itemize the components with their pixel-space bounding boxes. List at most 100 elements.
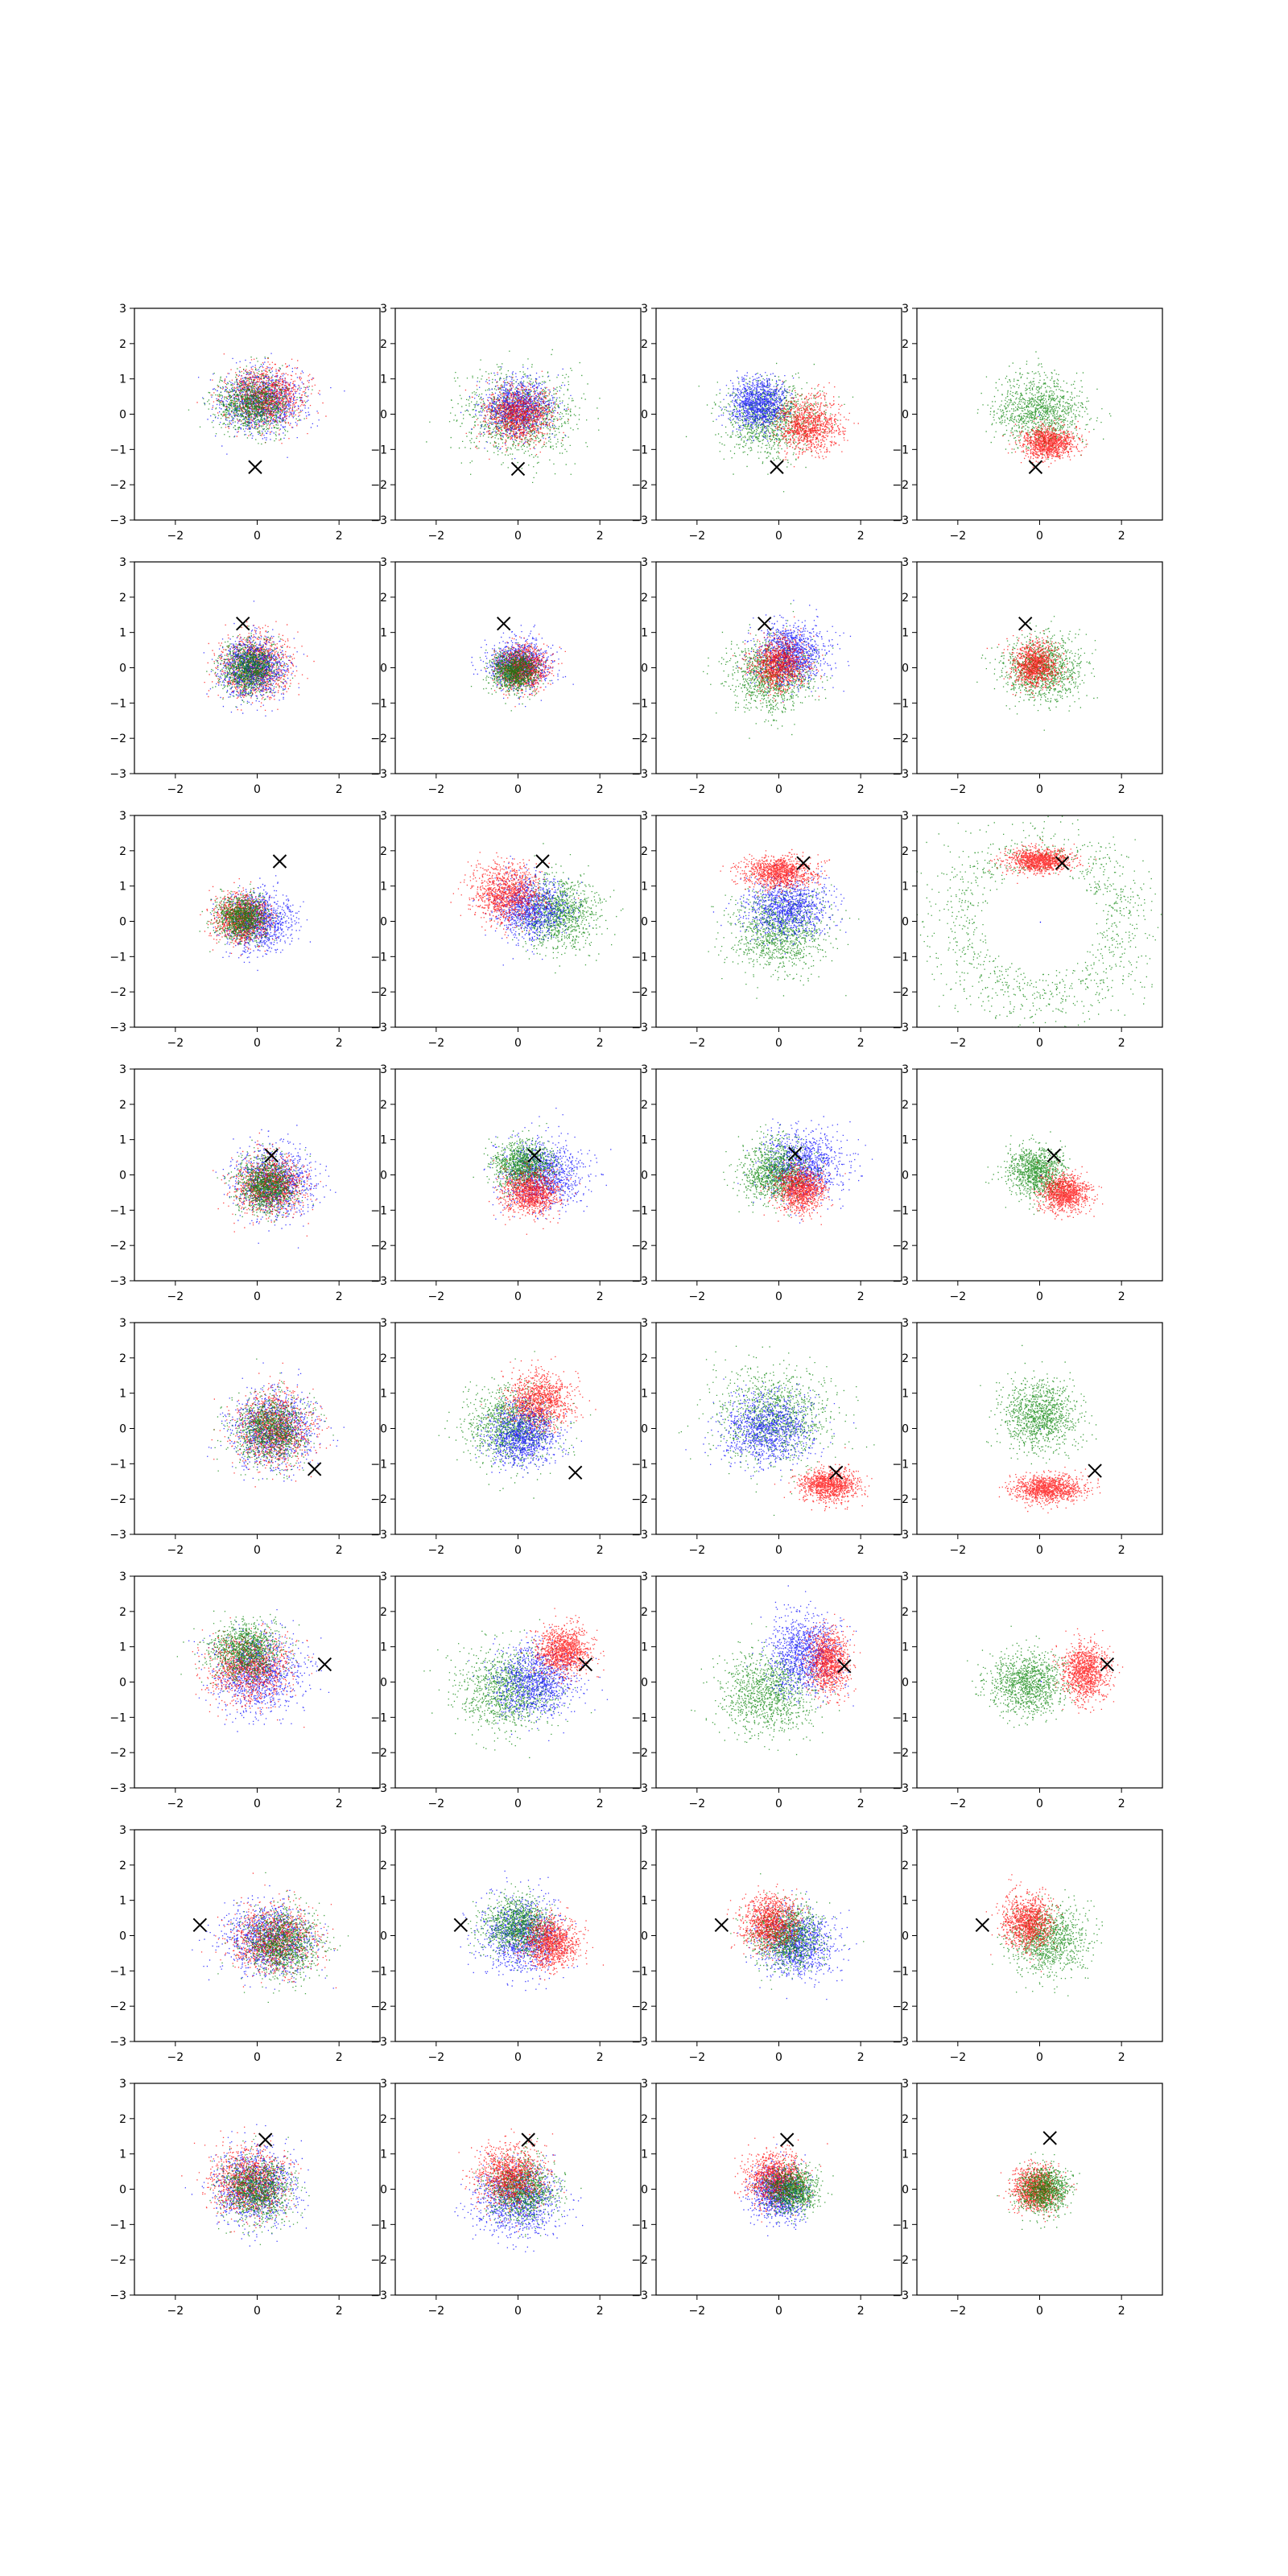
x-tick-label: 0 xyxy=(775,2305,782,2318)
point-series-blue xyxy=(737,1890,857,2000)
y-tick-label: 0 xyxy=(641,2184,648,2197)
x-tick-label: 2 xyxy=(857,2305,865,2318)
x-marker xyxy=(1100,1657,1115,1672)
y-tick-label: 1 xyxy=(380,1388,387,1401)
y-tick-label: −1 xyxy=(631,1711,648,1724)
point-series-green xyxy=(438,1351,592,1499)
point-series-blue xyxy=(454,2151,584,2252)
y-tick-label: −2 xyxy=(370,1240,387,1253)
x-tick-label: 0 xyxy=(514,1037,522,1050)
axes-frame xyxy=(655,1068,902,1282)
y-tick-label: −1 xyxy=(631,1204,648,1217)
scatter-points xyxy=(470,625,574,712)
y-tick-label: 0 xyxy=(641,663,648,675)
scatter-panel-r5-c0: −2 0 2 −3 −2 −1 0 1 2 3 xyxy=(109,1571,381,1810)
scatter-panel-r7-c1: −2 0 2 −3 −2 −1 0 1 2 3 xyxy=(370,2078,642,2318)
point-series-red xyxy=(192,1617,313,1728)
y-tick-label: 3 xyxy=(641,556,648,569)
point-series-red xyxy=(1002,417,1090,468)
y-tick-label: −1 xyxy=(370,444,387,456)
y-tick-label: 1 xyxy=(641,1134,648,1147)
point-series-blue xyxy=(473,856,591,966)
scatter-points xyxy=(726,1873,865,2000)
y-tick-label: 1 xyxy=(119,2149,126,2161)
scatter-points xyxy=(967,1625,1124,1728)
point-series-red xyxy=(998,1467,1101,1513)
y-tick-label: 1 xyxy=(641,627,648,640)
y-tick-label: 2 xyxy=(380,592,387,605)
y-tick-label: −1 xyxy=(109,1458,126,1471)
x-marker xyxy=(521,2132,535,2147)
point-series-green xyxy=(967,1625,1090,1728)
y-tick-label: −1 xyxy=(370,1965,387,1978)
scatter-points xyxy=(708,848,860,999)
x-tick-label: −2 xyxy=(950,783,967,796)
point-series-blue xyxy=(210,875,312,972)
y-tick-label: 0 xyxy=(380,1170,387,1183)
x-tick-label: −2 xyxy=(689,783,706,796)
scatter-points xyxy=(723,1116,873,1225)
x-tick-label: 2 xyxy=(1118,783,1125,796)
x-tick-label: 2 xyxy=(857,1798,865,1810)
x-tick-label: 0 xyxy=(514,1544,522,1557)
y-tick-label: −1 xyxy=(109,444,126,456)
x-marker xyxy=(1028,460,1043,474)
y-tick-label: 3 xyxy=(902,303,909,316)
scatter-panel-r2-c1: −2 0 2 −3 −2 −1 0 1 2 3 xyxy=(370,810,642,1050)
y-tick-label: 2 xyxy=(902,338,909,351)
scatter-panel-r7-c2: −2 0 2 −3 −2 −1 0 1 2 3 xyxy=(631,2078,902,2318)
y-tick-label: 2 xyxy=(380,1606,387,1619)
y-tick-label: 3 xyxy=(380,1317,387,1330)
scatter-panel-r5-c2: −2 0 2 −3 −2 −1 0 1 2 3 xyxy=(631,1571,902,1810)
y-tick-label: 2 xyxy=(380,1099,387,1112)
y-tick-label: −2 xyxy=(631,1493,648,1506)
y-tick-label: −2 xyxy=(631,1240,648,1253)
y-tick-label: −2 xyxy=(892,479,909,492)
y-tick-label: 2 xyxy=(902,1099,909,1112)
y-tick-label: 0 xyxy=(119,1170,126,1183)
x-marker xyxy=(714,1918,729,1933)
y-tick-label: 1 xyxy=(380,1895,387,1908)
y-tick-label: −3 xyxy=(370,2036,387,2049)
x-tick-label: 0 xyxy=(1036,2051,1043,2064)
scatter-points xyxy=(985,1874,1103,1996)
point-series-red xyxy=(989,839,1096,884)
y-tick-label: 0 xyxy=(119,409,126,422)
y-tick-label: −2 xyxy=(892,1747,909,1760)
x-tick-label: 0 xyxy=(1036,2305,1043,2318)
y-tick-label: −3 xyxy=(631,1275,648,1288)
scatter-points xyxy=(192,1872,349,2003)
point-series-blue xyxy=(1040,1681,1042,1682)
y-tick-label: 1 xyxy=(119,1388,126,1401)
y-tick-label: 3 xyxy=(380,1824,387,1837)
scatter-panel-r5-c1: −2 0 2 −3 −2 −1 0 1 2 3 xyxy=(370,1571,642,1810)
x-tick-label: 2 xyxy=(336,530,343,543)
x-marker xyxy=(758,617,772,631)
axes-frame xyxy=(394,815,642,1028)
y-tick-label: −1 xyxy=(370,1711,387,1724)
x-marker xyxy=(568,1465,583,1480)
y-tick-label: 2 xyxy=(119,2113,126,2126)
y-tick-label: −1 xyxy=(631,951,648,964)
x-tick-label: 2 xyxy=(336,1798,343,1810)
x-marker xyxy=(1018,617,1033,631)
y-tick-label: 3 xyxy=(380,303,387,316)
y-tick-label: −3 xyxy=(109,514,126,527)
x-tick-label: −2 xyxy=(689,1798,706,1810)
point-series-red xyxy=(998,2158,1077,2223)
point-series-red xyxy=(181,2126,302,2233)
y-tick-label: −1 xyxy=(892,1458,909,1471)
y-tick-label: −1 xyxy=(109,2219,126,2231)
scatter-panel-r3-c0: −2 0 2 −3 −2 −1 0 1 2 3 xyxy=(109,1063,381,1303)
y-tick-label: −3 xyxy=(631,1529,648,1542)
x-marker xyxy=(535,854,550,869)
y-tick-label: −3 xyxy=(109,2036,126,2049)
x-tick-label: 2 xyxy=(336,1037,343,1050)
point-series-red xyxy=(200,1872,337,1988)
y-tick-label: 0 xyxy=(902,1170,909,1183)
point-series-red xyxy=(211,1362,331,1488)
y-tick-label: −3 xyxy=(631,768,648,781)
y-tick-label: 0 xyxy=(119,1423,126,1436)
y-tick-label: −3 xyxy=(109,1275,126,1288)
